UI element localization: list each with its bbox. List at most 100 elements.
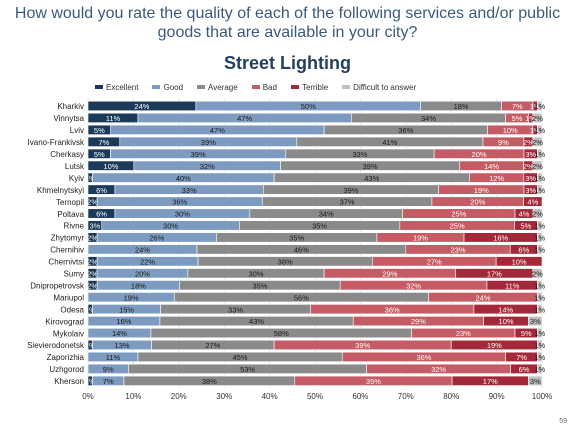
data-label: 11%: [106, 353, 121, 362]
data-label: 6%: [96, 210, 107, 219]
data-label: 32%: [431, 365, 446, 374]
bar-segment: [537, 184, 543, 195]
data-label: 20%: [135, 269, 150, 278]
category-label: Mykolaiv: [53, 329, 84, 338]
data-label: 3%: [530, 317, 541, 326]
data-label: 2%: [87, 257, 98, 266]
data-label: 7%: [103, 377, 114, 386]
x-tick-label: 70%: [398, 392, 414, 401]
legend-label: Excellent: [106, 82, 139, 92]
bar-segment: [532, 208, 543, 219]
bar-segment: [537, 280, 543, 291]
x-tick-label: 90%: [489, 392, 505, 401]
data-label: 35%: [252, 281, 267, 290]
data-label: 16%: [116, 317, 131, 326]
data-label: 36%: [398, 126, 413, 135]
category-label: Kyiv: [69, 174, 84, 183]
category-label: Kharkiv: [57, 102, 84, 111]
bar-segment: [528, 375, 543, 386]
x-tick-label: 20%: [171, 392, 187, 401]
data-label: 14%: [498, 305, 513, 314]
data-label: 27%: [427, 257, 442, 266]
data-label: 34%: [421, 114, 436, 123]
legend-item: Difficult to answer: [342, 81, 416, 93]
legend-swatch: [251, 85, 260, 89]
data-label: 39%: [363, 162, 378, 171]
category-label: Lutsk: [65, 162, 85, 171]
question-text: How would you rate the quality of each o…: [14, 5, 561, 41]
data-label: 18%: [131, 281, 146, 290]
data-label: 5%: [521, 222, 532, 231]
data-label: 17%: [483, 377, 498, 386]
data-label: 47%: [210, 126, 225, 135]
data-label: 1%: [534, 102, 545, 111]
bar-segment: [532, 112, 543, 123]
data-label: 4%: [519, 210, 530, 219]
data-label: 24%: [135, 246, 150, 255]
bar-segment: [537, 363, 543, 374]
data-label: 39%: [355, 341, 370, 350]
data-label: 35%: [289, 234, 304, 243]
data-label: 14%: [112, 329, 127, 338]
legend-label: Bad: [262, 82, 277, 92]
category-label: Dnipropetrovsk: [30, 281, 85, 290]
data-label: 32%: [406, 281, 421, 290]
data-label: 2%: [523, 138, 534, 147]
data-label: 1%: [534, 305, 545, 314]
x-tick-label: 80%: [443, 392, 459, 401]
data-label: 2%: [87, 281, 98, 290]
data-label: 1%: [534, 353, 545, 362]
data-label: 33%: [228, 305, 243, 314]
x-tick-label: 50%: [307, 392, 323, 401]
bar-segment: [537, 124, 543, 135]
data-label: 7%: [516, 353, 527, 362]
legend-label: Good: [163, 82, 184, 92]
data-label: 1%: [534, 293, 545, 302]
data-label: 46%: [294, 246, 309, 255]
data-label: 35%: [312, 222, 327, 231]
data-label: 13%: [115, 341, 130, 350]
category-label: Poltava: [57, 210, 84, 219]
data-label: 12%: [489, 174, 504, 183]
data-label: 1%: [534, 341, 545, 350]
x-tick-label: 30%: [216, 392, 232, 401]
data-label: 58%: [274, 329, 289, 338]
x-tick-label: 0%: [82, 392, 94, 401]
data-label: 30%: [163, 222, 178, 231]
bar-segment: [523, 196, 543, 207]
legend-swatch: [290, 85, 299, 89]
data-label: 18%: [454, 102, 469, 111]
data-label: 25%: [451, 210, 466, 219]
data-label: 23%: [456, 329, 471, 338]
data-label: 3%: [530, 377, 541, 386]
data-label: 37%: [340, 198, 355, 207]
data-label: 5%: [521, 329, 532, 338]
data-label: 20%: [470, 198, 485, 207]
data-label: 2%: [532, 269, 543, 278]
data-label: 29%: [411, 317, 426, 326]
data-label: 19%: [474, 186, 489, 195]
data-label: 38%: [202, 377, 217, 386]
category-label: Kherson: [54, 377, 84, 386]
data-label: 10%: [103, 162, 118, 171]
data-label: 41%: [382, 138, 397, 147]
data-label: 9%: [498, 138, 509, 147]
category-label: Ternopil: [56, 198, 84, 207]
data-label: 23%: [451, 246, 466, 255]
bar-segment: [537, 351, 543, 362]
bar-segment: [532, 268, 543, 279]
bar-segment: [537, 148, 543, 159]
data-label: 2%: [532, 162, 543, 171]
data-label: 25%: [450, 222, 465, 231]
legend-swatch: [152, 85, 161, 89]
data-label: 17%: [487, 269, 502, 278]
legend-item: Bad: [251, 81, 277, 93]
category-label: Ivano-Frankivsk: [28, 138, 85, 147]
data-label: 2%: [532, 138, 543, 147]
legend-label: Average: [208, 82, 238, 92]
data-label: 6%: [96, 186, 107, 195]
bar-segment: [537, 172, 543, 183]
data-label: 3%: [89, 222, 100, 231]
data-label: 5%: [94, 150, 105, 159]
